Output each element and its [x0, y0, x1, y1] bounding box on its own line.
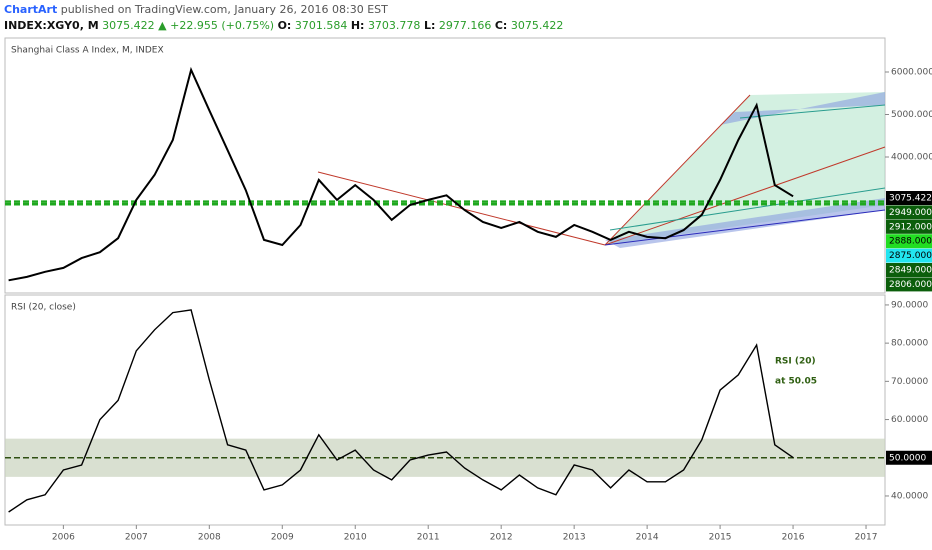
channel-band: [605, 198, 885, 248]
x-tick-label: 2011: [417, 533, 440, 543]
change: ▲ +22.955 (+0.75%): [158, 19, 275, 32]
x-tick-label: 2013: [563, 533, 586, 543]
author: ChartArt: [4, 3, 58, 16]
rsi-pane: [4, 294, 886, 526]
ohlc-value: 3701.584: [294, 19, 348, 32]
y-tick-label: 5000.000: [891, 110, 932, 120]
ohlc-key: H:: [350, 19, 365, 32]
x-tick-label: 2017: [855, 533, 878, 543]
y-tick-label: 60.0000: [891, 415, 928, 425]
ohlc-value: 3075.422: [510, 19, 564, 32]
x-tick-label: 2007: [125, 533, 148, 543]
y-tick-label: 70.0000: [891, 377, 928, 387]
published: published on TradingView.com, January 26…: [60, 3, 388, 16]
price-tag-label: 2888.000: [889, 237, 932, 247]
channel-band: [720, 92, 885, 125]
x-tick-label: 2016: [782, 533, 805, 543]
y-tick-label: 4000.000: [891, 153, 932, 163]
price-tag: [886, 191, 932, 205]
reference-label: 50.0000: [889, 453, 926, 463]
header: ChartArt published on TradingView.com, J…: [4, 2, 563, 34]
series-line: [8, 66, 794, 282]
pitchfork-fill: [605, 92, 885, 245]
price-tag: [886, 263, 932, 277]
series-line: [8, 309, 794, 513]
channel-line: [739, 104, 886, 119]
x-tick-label: 2010: [344, 533, 367, 543]
last: 3075.422: [102, 19, 155, 32]
price-tag-label: 2875.000: [889, 251, 932, 261]
y-tick-label: 90.0000: [891, 300, 928, 310]
price-tag: [886, 205, 932, 220]
x-tick-label: 2014: [636, 533, 659, 543]
annotation: at 50.05: [775, 377, 817, 387]
x-tick-label: 2006: [52, 533, 75, 543]
ohlc-value: 3703.778: [367, 19, 421, 32]
price-tag: [886, 234, 932, 249]
price-tag-label: 2912.000: [889, 222, 932, 232]
y-tick-label: 40.0000: [891, 491, 928, 501]
price-tag-label: 2806.000: [889, 280, 932, 290]
price-tag-label: 3075.422: [889, 194, 932, 204]
x-tick-label: 2015: [709, 533, 732, 543]
ohlc-value: 2977.166: [438, 19, 492, 32]
pane-title: Shanghai Class A Index, M, INDEX: [11, 46, 164, 56]
x-tick-label: 2009: [271, 533, 294, 543]
price-tag: [886, 277, 932, 292]
price-tag: [886, 248, 932, 263]
symbol: INDEX:XGY0, M: [4, 19, 99, 32]
price-tag: [886, 219, 932, 234]
channel-line: [609, 187, 886, 231]
x-tick-label: 2008: [198, 533, 221, 543]
channel-line: [604, 209, 886, 246]
y-tick-label: 6000.000: [891, 68, 932, 78]
ohlc-key: C:: [494, 19, 508, 32]
price-tag-label: 2949.000: [889, 208, 932, 218]
ohlc-key: L:: [423, 19, 436, 32]
ohlc-key: O:: [277, 19, 292, 32]
price-tag-label: 2849.000: [889, 266, 932, 276]
annotation: RSI (20): [775, 357, 816, 367]
x-tick-label: 2012: [490, 533, 513, 543]
pane-title: RSI (20, close): [11, 303, 76, 313]
reference-tag: [886, 450, 932, 465]
y-tick-label: 80.0000: [891, 339, 928, 349]
pitchfork: [317, 92, 886, 248]
trend-line: [604, 94, 751, 246]
trend-line: [604, 146, 886, 246]
